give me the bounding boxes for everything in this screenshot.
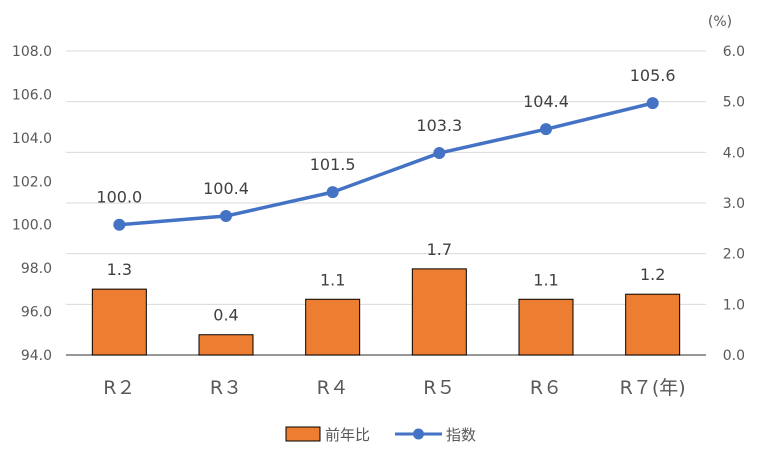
left-tick-label: 106.0 [12, 87, 52, 103]
left-tick-label: 102.0 [12, 174, 52, 190]
bar-series [91, 268, 681, 356]
line-point [433, 147, 446, 160]
bar [91, 288, 147, 356]
category-label: R６ [530, 377, 562, 399]
right-axis-unit: (%) [708, 14, 732, 30]
bar [305, 298, 361, 356]
legend-bar-swatch [285, 426, 321, 442]
category-label: R７(年) [620, 377, 686, 399]
line-data-label: 100.4 [203, 179, 249, 198]
bar-data-label: 1.1 [533, 270, 558, 289]
line-data-label: 100.0 [96, 188, 142, 207]
index-line [119, 101, 654, 227]
right-tick-label: 5.0 [723, 95, 745, 111]
left-tick-label: 100.0 [12, 218, 52, 234]
legend-line-label: 指数 [446, 426, 476, 444]
line-point [326, 186, 339, 199]
line-series [113, 97, 659, 231]
right-tick-label: 4.0 [723, 145, 745, 161]
right-axis: (%) 0.0 1.0 2.0 3.0 4.0 5.0 6.0 [708, 14, 745, 364]
category-label: R５ [423, 377, 455, 399]
category-label: R２ [103, 377, 135, 399]
gridlines [66, 50, 706, 356]
legend-line-marker [413, 428, 424, 440]
bar-data-label: 1.3 [107, 260, 132, 279]
right-tick-label: 6.0 [723, 44, 745, 60]
left-tick-label: 104.0 [12, 131, 52, 147]
left-axis: 94.0 96.0 98.0 100.0 102.0 104.0 106.0 108.0 [12, 44, 52, 364]
bar-data-label: 0.4 [213, 306, 238, 325]
line-point [220, 210, 232, 223]
data-labels: 1.3 0.4 1.1 1.7 1.1 1.2 100.0 100.4 101.5 103.3 10… [96, 66, 675, 325]
left-tick-label: 108.0 [12, 44, 52, 60]
line-data-label: 104.4 [523, 92, 569, 111]
left-tick-label: 98.0 [21, 261, 52, 277]
category-axis: R２ R３ R４ R５ R６ R７(年) [103, 377, 685, 399]
bar [518, 298, 574, 356]
right-tick-label: 0.0 [723, 348, 745, 364]
bar-data-label: 1.7 [427, 240, 452, 259]
line-point [646, 97, 659, 110]
line-data-label: 101.5 [310, 155, 356, 174]
left-tick-label: 96.0 [21, 305, 52, 321]
line-point [540, 123, 552, 136]
left-tick-label: 94.0 [21, 348, 52, 364]
right-tick-label: 1.0 [723, 297, 745, 313]
line-point [113, 218, 126, 231]
legend: 前年比 指数 [285, 426, 476, 444]
line-data-label: 103.3 [416, 116, 462, 135]
category-label: R４ [317, 377, 349, 399]
bar [625, 293, 681, 356]
category-label: R３ [210, 377, 242, 399]
bar [411, 268, 467, 356]
legend-bar-label: 前年比 [325, 426, 370, 444]
line-data-label: 105.6 [630, 66, 676, 85]
right-tick-label: 2.0 [723, 247, 745, 263]
right-tick-label: 3.0 [723, 196, 745, 212]
bar-data-label: 1.1 [320, 270, 345, 289]
bar [198, 334, 254, 356]
bar-data-label: 1.2 [640, 265, 665, 284]
